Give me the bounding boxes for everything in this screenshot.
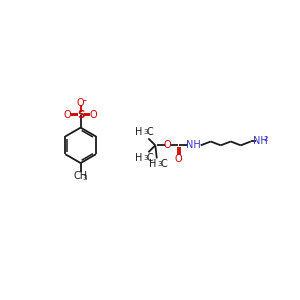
- Text: 3: 3: [144, 155, 148, 161]
- Text: H: H: [135, 127, 142, 137]
- Text: -: -: [82, 95, 86, 105]
- Text: 3: 3: [144, 129, 148, 135]
- Text: 3: 3: [82, 175, 87, 181]
- Text: C: C: [161, 159, 167, 169]
- Text: C: C: [147, 127, 154, 137]
- Text: O: O: [90, 110, 98, 120]
- Text: 3: 3: [158, 161, 162, 167]
- Text: O: O: [164, 140, 171, 150]
- Text: NH: NH: [186, 140, 201, 150]
- Text: H: H: [149, 159, 156, 169]
- Text: NH: NH: [254, 136, 268, 146]
- Text: O: O: [77, 98, 84, 108]
- Text: S: S: [77, 110, 84, 120]
- Text: O: O: [175, 154, 182, 164]
- Text: CH: CH: [74, 171, 88, 181]
- Text: 2: 2: [264, 136, 268, 142]
- Text: O: O: [64, 110, 71, 120]
- Text: C: C: [147, 153, 154, 164]
- Text: H: H: [135, 153, 142, 164]
